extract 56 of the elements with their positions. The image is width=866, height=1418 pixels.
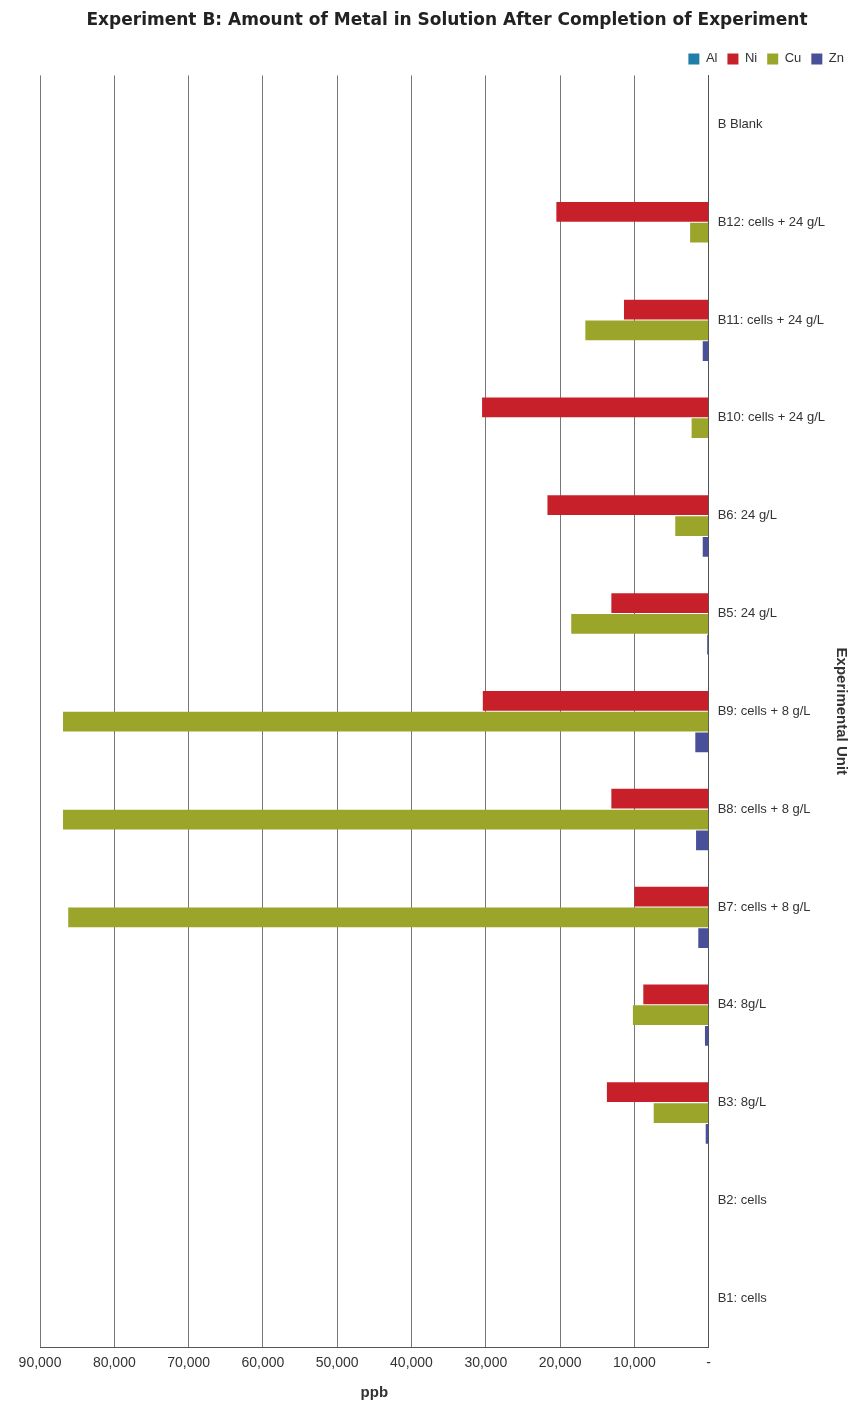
x-tick-label: 70,000 bbox=[167, 1354, 211, 1371]
bar bbox=[482, 691, 709, 711]
y-tick-label: B12: cells + 24 g/L bbox=[717, 213, 826, 229]
legend-label: Zn bbox=[828, 50, 844, 66]
y-tick-label: B2: cells bbox=[717, 1192, 768, 1208]
bar bbox=[623, 299, 709, 320]
bar bbox=[695, 732, 709, 753]
bar bbox=[690, 222, 709, 243]
bar bbox=[63, 711, 709, 732]
bar bbox=[611, 593, 709, 613]
bar bbox=[643, 984, 709, 1005]
bar bbox=[547, 495, 709, 516]
bar bbox=[585, 320, 709, 341]
x-tick-label: 40,000 bbox=[390, 1354, 434, 1371]
x-tick-label: 90,000 bbox=[18, 1354, 62, 1371]
y-tick-label: B5: 24 g/L bbox=[717, 605, 777, 621]
y-tick-label: B11: cells + 24 g/L bbox=[717, 311, 825, 327]
y-tick-label: B6: 24 g/L bbox=[717, 507, 777, 523]
bar bbox=[691, 418, 709, 439]
bar bbox=[634, 886, 709, 907]
bar bbox=[556, 201, 709, 222]
bar bbox=[704, 1026, 709, 1046]
bar bbox=[698, 928, 709, 949]
bar bbox=[702, 341, 709, 362]
bar bbox=[696, 830, 709, 851]
bar bbox=[68, 907, 709, 928]
y-tick-label: B9: cells + 8 g/L bbox=[717, 702, 811, 718]
bar bbox=[632, 1005, 709, 1026]
y-tick-label: B8: cells + 8 g/L bbox=[717, 800, 811, 816]
legend-label: Al bbox=[705, 50, 718, 66]
y-tick-label: B1: cells bbox=[717, 1289, 768, 1305]
y-tick-label: B10: cells + 24 g/L bbox=[717, 409, 826, 425]
y-tick-label: B Blank bbox=[717, 115, 763, 131]
x-tick-label: 30,000 bbox=[464, 1354, 508, 1371]
bar bbox=[63, 809, 709, 830]
legend-label: Ni bbox=[744, 50, 758, 66]
bar bbox=[702, 536, 709, 557]
y-axis-title: Experimental Unit bbox=[833, 647, 851, 776]
bar bbox=[653, 1103, 709, 1123]
x-tick-label: 50,000 bbox=[315, 1354, 359, 1371]
y-tick-label: B3: 8g/L bbox=[717, 1094, 767, 1110]
x-axis-title: ppb bbox=[360, 1383, 389, 1401]
x-tick-label: 80,000 bbox=[92, 1354, 136, 1371]
bar bbox=[611, 788, 709, 809]
x-tick-label: 60,000 bbox=[241, 1354, 285, 1371]
legend-label: Cu bbox=[784, 50, 802, 66]
bar bbox=[675, 516, 709, 536]
bar bbox=[482, 397, 709, 418]
bar bbox=[606, 1082, 709, 1103]
y-tick-label: B7: cells + 8 g/L bbox=[717, 898, 811, 914]
bar bbox=[571, 613, 709, 634]
x-tick-label: - bbox=[706, 1354, 712, 1371]
chart-title: Experiment B: Amount of Metal in Solution After Completion of Experiment bbox=[86, 8, 808, 29]
x-tick-label: 20,000 bbox=[538, 1354, 582, 1371]
x-tick-label: 10,000 bbox=[612, 1354, 656, 1371]
y-tick-label: B4: 8g/L bbox=[717, 996, 767, 1012]
